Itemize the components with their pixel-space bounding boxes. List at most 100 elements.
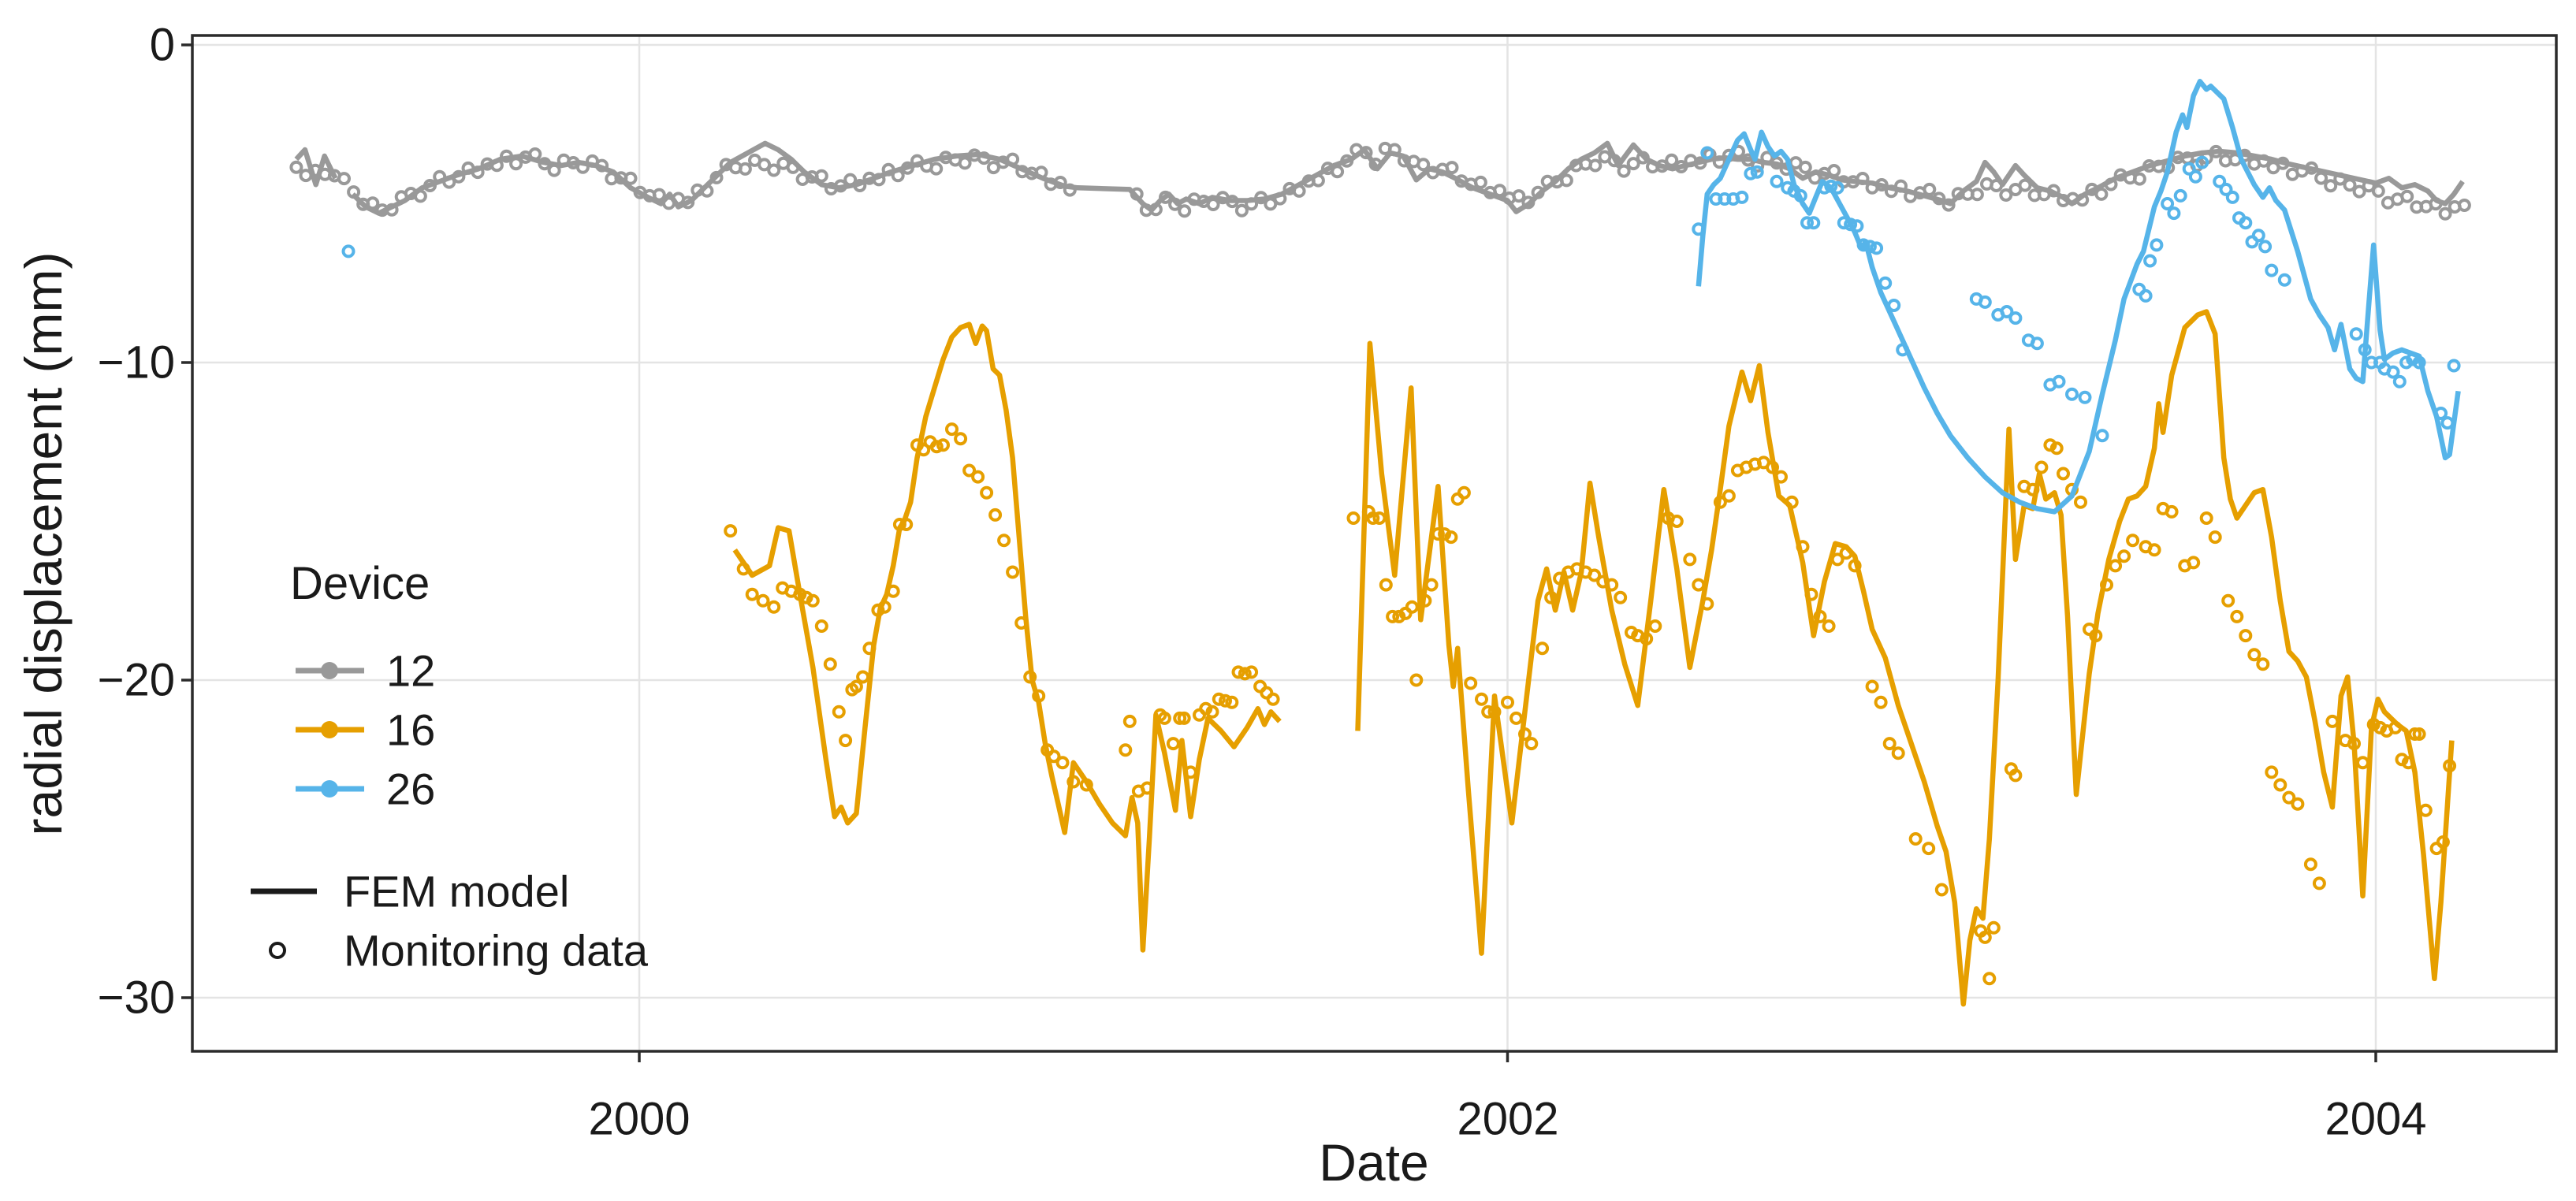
monitor-point-16 — [1501, 695, 1514, 709]
monitor-point-16 — [2256, 657, 2270, 671]
monitor-point-16 — [1524, 737, 1539, 751]
monitor-point-16 — [2412, 727, 2426, 741]
monitor-point-16 — [1444, 530, 1458, 545]
monitor-point-12 — [471, 165, 485, 180]
monitor-point-12 — [452, 169, 466, 184]
monitor-point-16 — [1822, 619, 1836, 633]
monitor-point-12 — [1531, 185, 1545, 199]
fem-line-12 — [351, 140, 2465, 216]
monitor-point-16 — [1184, 765, 1197, 779]
monitor-point-12 — [1387, 143, 1402, 157]
monitor-point-16 — [2230, 609, 2244, 623]
legend-key-dot-26 — [321, 780, 338, 798]
monitor-point-12 — [442, 175, 456, 189]
monitor-point-26 — [2008, 311, 2023, 325]
monitor-point-12 — [738, 162, 752, 176]
monitor-point-12 — [1655, 159, 1670, 173]
monitor-point-12 — [2094, 187, 2109, 201]
monitor-point-16 — [1464, 676, 1478, 690]
monitor-point-12 — [700, 184, 714, 198]
monitor-point-16 — [793, 587, 807, 601]
monitor-point-16 — [1804, 587, 1818, 601]
monitor-point-16 — [1713, 495, 1727, 509]
monitor-point-16 — [1140, 781, 1154, 795]
monitor-point-16 — [1908, 832, 1923, 846]
monitor-point-12 — [1178, 204, 1192, 218]
monitor-point-26 — [2150, 238, 2164, 252]
fem-line-16 — [1355, 309, 2455, 1007]
monitor-point-26 — [1887, 299, 1901, 312]
monitor-point-16 — [2049, 441, 2064, 455]
monitor-point-16 — [2074, 495, 2087, 509]
monitor-point-16 — [1683, 552, 1697, 567]
monitor-point-12 — [423, 179, 437, 192]
monitor-point-12 — [2276, 156, 2290, 170]
monitor-point-12 — [1770, 156, 1784, 170]
monitor-point-12 — [2333, 172, 2347, 186]
monitor-point-26 — [2239, 216, 2253, 230]
monitor-point-16 — [1487, 705, 1502, 719]
monitor-point-26 — [2386, 365, 2400, 379]
monitor-point-12 — [2257, 154, 2271, 168]
monitor-point-12 — [2104, 177, 2118, 191]
monitor-point-26 — [341, 244, 356, 258]
x-axis-title: Date — [1319, 1133, 1428, 1192]
monitor-point-16 — [871, 603, 885, 617]
monitor-point-16 — [2325, 714, 2340, 728]
monitor-point-12 — [538, 157, 552, 171]
y-axis-title: radial displacement (mm) — [14, 252, 73, 836]
monitor-point-16 — [1518, 727, 1532, 741]
fem-line-12 — [294, 147, 338, 188]
monitor-point-16 — [2199, 511, 2213, 525]
monitor-point-12 — [2400, 189, 2414, 203]
monitor-point-16 — [1891, 746, 1905, 760]
monitor-point-16 — [832, 705, 846, 719]
monitor-point-16 — [767, 600, 781, 614]
monitor-point-12 — [2305, 161, 2318, 175]
monitor-point-26 — [1870, 241, 1884, 255]
monitor-point-16 — [1067, 775, 1081, 789]
monitor-point-16 — [1796, 540, 1810, 554]
monitor-point-16 — [1722, 489, 1736, 503]
monitor-point-26 — [1744, 166, 1758, 180]
monitor-point-12 — [958, 156, 972, 170]
monitor-point-16 — [1014, 616, 1029, 630]
legend-item-monitoring-data: Monitoring data — [269, 926, 649, 976]
monitor-point-16 — [2126, 534, 2140, 548]
monitor-point-26 — [2065, 387, 2079, 401]
monitor-point-12 — [681, 195, 695, 210]
y-tick-label-10: −10 — [98, 337, 175, 389]
monitor-point-16 — [1700, 597, 1714, 611]
monitor-point-16 — [2388, 720, 2403, 734]
monitor-point-26 — [2399, 355, 2414, 370]
monitor-point-12 — [1245, 197, 1259, 211]
monitor-point-16 — [2008, 768, 2023, 783]
monitor-point-16 — [1055, 756, 1070, 770]
monitor-point-16 — [2117, 549, 2131, 563]
monitor-point-16 — [1225, 695, 1239, 709]
monitor-point-16 — [2221, 593, 2235, 608]
y-tick-label-20: −20 — [98, 655, 175, 706]
monitor-point-16 — [1405, 600, 1419, 614]
monitor-point-12 — [1512, 189, 1526, 203]
monitor-point-26 — [2265, 263, 2279, 277]
monitor-point-26 — [2195, 155, 2209, 169]
monitor-point-16 — [2401, 756, 2415, 770]
monitor-point-16 — [1431, 527, 1445, 541]
monitor-point-16 — [2057, 467, 2070, 481]
monitor-point-16 — [839, 734, 853, 748]
monitor-point-16 — [1032, 689, 1046, 703]
monitor-point-12 — [2209, 144, 2223, 158]
legend-key-dot-12 — [321, 662, 338, 679]
series-device-16 — [724, 309, 2457, 1007]
monitor-point-16 — [1438, 527, 1452, 541]
monitor-point-12 — [547, 163, 561, 177]
monitor-point-16 — [2247, 648, 2261, 662]
legend-key-dot-16 — [321, 721, 338, 738]
monitor-point-12 — [1856, 172, 1870, 185]
monitor-point-12 — [1617, 164, 1631, 178]
monitor-point-26 — [1844, 218, 1858, 232]
monitor-point-12 — [595, 158, 609, 173]
monitor-point-26 — [2167, 206, 2181, 221]
monitor-point-26 — [2052, 374, 2066, 389]
